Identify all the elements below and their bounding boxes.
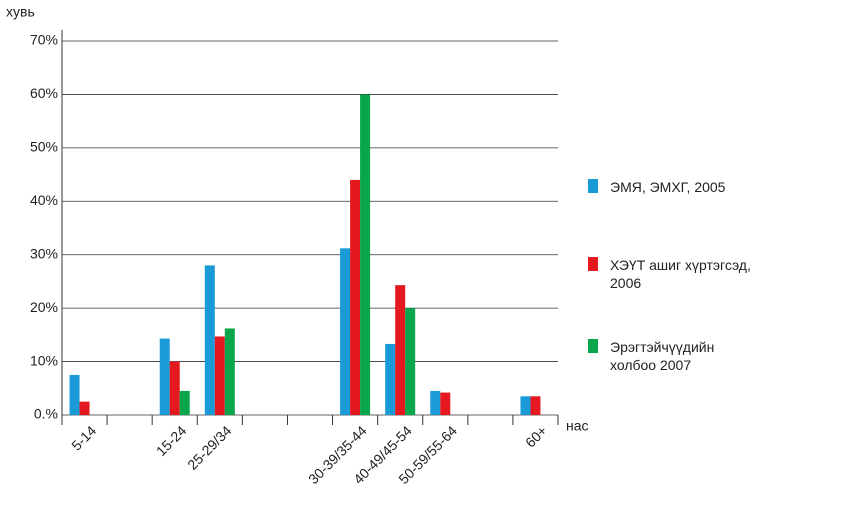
x-axis-label: нас: [566, 418, 589, 434]
bar: [79, 401, 90, 415]
y-tick-label: 30%: [30, 245, 58, 261]
y-tick-label: 40%: [30, 192, 58, 208]
bar: [385, 343, 396, 415]
bar: [440, 392, 451, 415]
bar: [350, 179, 361, 415]
bar: [340, 248, 351, 415]
bar: [530, 396, 541, 415]
legend-swatch: [588, 339, 598, 353]
legend-label: Эрэгтэйчүүдийн холбоо 2007: [610, 339, 715, 373]
bar: [169, 361, 180, 415]
legend-item: ХЭҮТ ашиг хүртэгсэд, 2006: [588, 256, 760, 292]
y-tick-label: 60%: [30, 85, 58, 101]
legend-swatch: [588, 179, 598, 193]
bar: [520, 396, 531, 415]
x-tick-label: 60+: [522, 422, 550, 450]
legend-swatch: [588, 257, 598, 271]
y-tick-label: 10%: [30, 352, 58, 368]
x-tick-label: 15-24: [153, 422, 190, 459]
y-axis-label: хувь: [6, 4, 35, 20]
legend-item: ЭМЯ, ЭМХГ, 2005: [588, 178, 760, 196]
bar: [159, 338, 170, 415]
y-tick-label: 70%: [30, 32, 58, 48]
bar: [69, 374, 80, 415]
y-tick-label: 50%: [30, 139, 58, 155]
legend-label: ХЭҮТ ашиг хүртэгсэд, 2006: [610, 257, 751, 291]
x-tick-label: 25-29/34: [184, 422, 235, 473]
legend-label: ЭМЯ, ЭМХГ, 2005: [610, 179, 726, 195]
bar: [430, 390, 441, 415]
x-tick-label: 5-14: [68, 422, 99, 453]
bar: [214, 336, 225, 415]
bar: [204, 265, 215, 415]
bar: [360, 94, 371, 415]
legend-item: Эрэгтэйчүүдийн холбоо 2007: [588, 338, 740, 374]
y-tick-label: 20%: [30, 299, 58, 315]
bar: [179, 390, 190, 415]
bar: [395, 285, 406, 415]
bar: [405, 308, 416, 415]
y-tick-label: 0.%: [34, 406, 58, 422]
bar: [224, 328, 235, 415]
